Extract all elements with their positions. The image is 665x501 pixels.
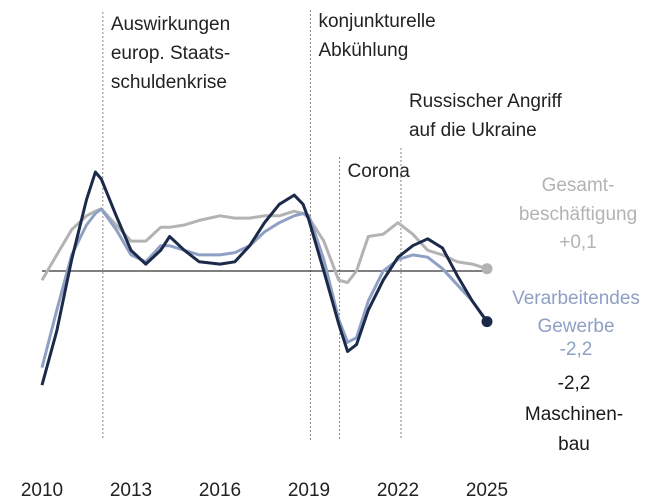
legend-label: bau [558, 434, 590, 455]
annotation-text: auf die Ukraine [409, 120, 537, 141]
end-value-label: -2,2 [560, 339, 593, 360]
legend-label: Maschinen- [525, 404, 623, 425]
x-tick-label: 2010 [21, 480, 63, 501]
series-line [40, 170, 489, 386]
x-tick-label: 2019 [288, 480, 330, 501]
legend-label: Verarbeitendes [512, 288, 640, 309]
legend-label: Gesamt- [542, 175, 615, 196]
annotation-text: konjunkturelle [318, 11, 435, 32]
end-value-label: -2,2 [558, 373, 591, 394]
annotation-text: europ. Staats- [111, 43, 230, 64]
annotation-text: schuldenkrise [111, 72, 227, 93]
legend-label: beschäftigung [519, 204, 637, 225]
x-tick-label: 2022 [377, 480, 419, 501]
annotation-text: Abkühlung [318, 40, 408, 61]
x-tick-label: 2025 [466, 480, 508, 501]
annotation-text: Corona [348, 161, 411, 182]
end-value-label: +0,1 [559, 232, 597, 253]
annotation-text: Russischer Angriff [409, 91, 562, 112]
series-line [40, 207, 489, 368]
x-tick-label: 2013 [110, 480, 152, 501]
end-dot [481, 263, 493, 275]
annotation-text: Auswirkungen [111, 14, 230, 35]
x-tick-label: 2016 [199, 480, 241, 501]
end-dot [481, 316, 493, 328]
legend-label: Gewerbe [537, 316, 614, 337]
